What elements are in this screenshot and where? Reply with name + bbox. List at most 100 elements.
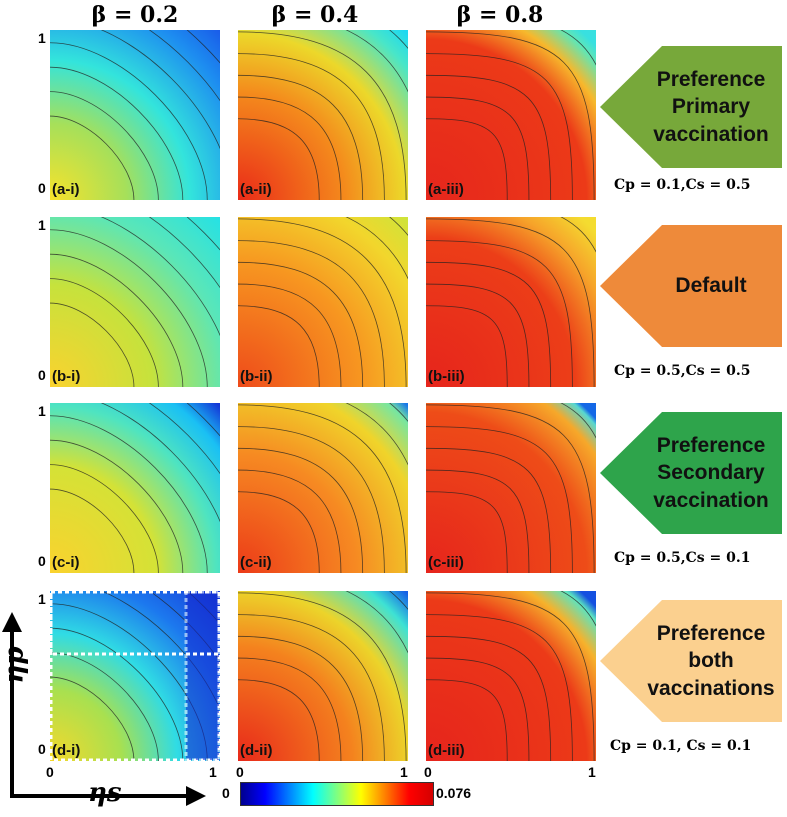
contour-line xyxy=(426,283,530,387)
contour-line xyxy=(426,305,508,387)
contour-line xyxy=(100,591,220,711)
panel-label: (c-i) xyxy=(52,554,80,571)
contour-line xyxy=(50,42,208,200)
contour-line xyxy=(238,53,385,200)
heatmap-panel: (c-ii) xyxy=(238,403,408,573)
contour-line xyxy=(238,118,320,200)
contour-line xyxy=(186,403,220,437)
contour-line xyxy=(50,66,184,200)
contour-line xyxy=(238,426,385,573)
heatmap-fill xyxy=(426,591,596,761)
ytick-zero: 0 xyxy=(38,553,46,569)
contour-line xyxy=(345,403,408,466)
panel-label: (a-i) xyxy=(52,181,80,198)
heatmap-fill xyxy=(50,217,220,387)
column-title-beta-0.4: β = 0.4 xyxy=(271,2,359,28)
contour-line xyxy=(345,30,408,93)
colorbar xyxy=(240,782,434,806)
heatmap-fill xyxy=(426,403,596,573)
contour-line xyxy=(560,30,596,66)
contour-line xyxy=(148,217,220,289)
contour-line xyxy=(238,447,364,573)
contour-line xyxy=(238,74,364,200)
heatmap-svg xyxy=(50,403,220,573)
contour-line xyxy=(426,614,573,761)
colorbar-max-label: 0.076 xyxy=(436,785,472,801)
contour-line xyxy=(426,404,595,573)
heatmap-panel: (b-iii) xyxy=(426,217,596,387)
heatmap-svg xyxy=(426,217,596,387)
panel-label: (d-i) xyxy=(52,742,81,759)
y-axis-label: ηp xyxy=(0,646,30,684)
panel-label: (d-ii) xyxy=(240,742,273,759)
contour-line xyxy=(186,30,220,64)
contour-line xyxy=(560,217,596,253)
colorbar-min-label: 0 xyxy=(222,785,230,801)
ytick-one: 1 xyxy=(38,403,46,419)
contour-line xyxy=(238,283,342,387)
panel-label: (d-iii) xyxy=(428,742,465,759)
heatmap-fill xyxy=(238,30,408,200)
heatmap-fill xyxy=(50,30,220,200)
badge-shape xyxy=(600,600,782,722)
badge-shape xyxy=(600,412,782,534)
params-row-d: Cp = 0.1, Cs = 0.1 xyxy=(610,738,752,754)
contour-line xyxy=(238,679,320,761)
contour-line xyxy=(560,591,596,627)
contour-line xyxy=(426,469,530,573)
contour-line xyxy=(50,253,184,387)
heatmap-svg xyxy=(50,30,220,200)
badge-text: Preference both vaccinations xyxy=(647,622,775,700)
dashed-box-right xyxy=(184,591,220,761)
row-badge: Preference both vaccinations xyxy=(598,598,784,724)
heatmap-panel: (d-ii) xyxy=(238,591,408,761)
contour-line xyxy=(238,657,342,761)
heatmap-fill xyxy=(50,403,220,573)
contour-line xyxy=(426,53,573,200)
contour-line xyxy=(238,469,342,573)
contour-line xyxy=(345,217,408,280)
ytick-zero: 0 xyxy=(38,741,46,757)
contour-line xyxy=(238,240,385,387)
heatmap-svg xyxy=(426,591,596,761)
heatmap-svg xyxy=(238,217,408,387)
heatmap-svg xyxy=(238,591,408,761)
contour-line xyxy=(238,635,364,761)
axis-arrows xyxy=(2,612,206,806)
contour-line xyxy=(389,591,408,610)
xtick-one: 1 xyxy=(588,764,596,780)
contour-line xyxy=(50,302,135,387)
contour-line xyxy=(238,96,342,200)
xtick-zero: 0 xyxy=(46,764,54,780)
x-axis-label: ηs xyxy=(88,778,122,808)
row-badge: Preference Secondary vaccination xyxy=(598,410,784,536)
xtick-zero: 0 xyxy=(236,764,244,780)
contour-line xyxy=(50,91,159,200)
contour-line xyxy=(238,305,320,387)
badge-text: Default xyxy=(675,274,747,298)
heatmap-svg xyxy=(426,403,596,573)
contour-line xyxy=(426,218,595,387)
contour-line xyxy=(238,592,407,761)
heatmap-svg xyxy=(238,30,408,200)
contour-line xyxy=(100,217,220,337)
ytick-zero: 0 xyxy=(38,367,46,383)
column-title-beta-0.2: β = 0.2 xyxy=(91,2,179,28)
heatmap-panel: (d-i) xyxy=(50,591,220,761)
row-badge: Default xyxy=(598,223,784,349)
contour-line xyxy=(238,404,407,573)
contour-line xyxy=(50,115,135,200)
contour-line xyxy=(426,635,552,761)
contour-line xyxy=(148,30,220,102)
panel-label: (a-ii) xyxy=(240,181,272,198)
heatmap-svg xyxy=(238,403,408,573)
badge-text: Preference Primary vaccination xyxy=(653,68,769,146)
ytick-one: 1 xyxy=(38,217,46,233)
heatmap-fill xyxy=(426,217,596,387)
contour-line xyxy=(50,415,208,573)
contour-line xyxy=(100,30,220,150)
heatmap-panel: (c-iii) xyxy=(426,403,596,573)
heatmap-svg xyxy=(426,30,596,200)
contour-line xyxy=(148,403,220,475)
heatmap-panel: (a-i) xyxy=(50,30,220,200)
